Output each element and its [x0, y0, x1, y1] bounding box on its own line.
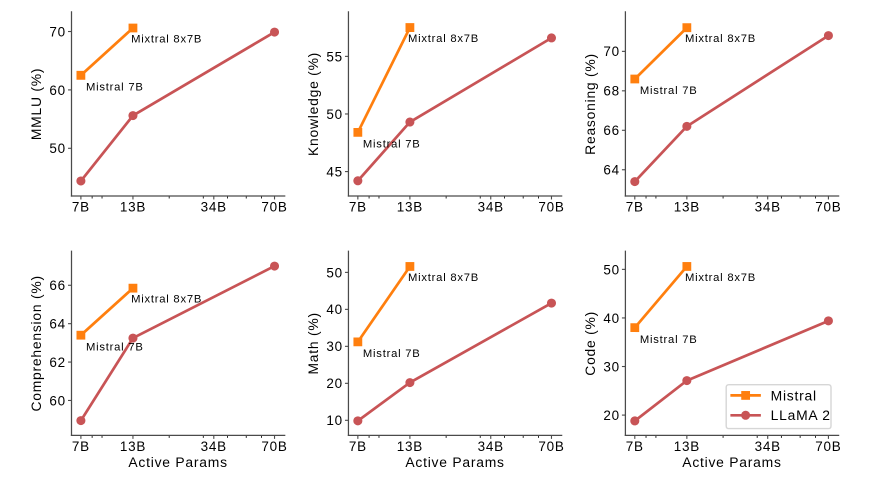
svg-text:34B: 34B	[201, 199, 227, 214]
svg-text:Mistral 7B: Mistral 7B	[363, 348, 421, 360]
svg-text:70B: 70B	[815, 439, 841, 454]
svg-text:34B: 34B	[755, 199, 781, 214]
svg-text:Active Params: Active Params	[405, 454, 504, 470]
svg-text:7B: 7B	[72, 439, 90, 454]
svg-text:30: 30	[603, 359, 620, 374]
svg-text:34B: 34B	[755, 439, 781, 454]
svg-text:70: 70	[49, 24, 66, 39]
svg-text:55: 55	[326, 49, 343, 64]
svg-text:13B: 13B	[120, 199, 146, 214]
svg-text:50: 50	[49, 141, 66, 156]
svg-text:50: 50	[603, 262, 620, 277]
svg-text:Mixtral 8x7B: Mixtral 8x7B	[685, 272, 756, 284]
svg-text:Knowledge (%): Knowledge (%)	[305, 52, 321, 156]
svg-text:34B: 34B	[478, 199, 504, 214]
svg-text:Mixtral 8x7B: Mixtral 8x7B	[408, 33, 479, 45]
svg-text:Mixtral 8x7B: Mixtral 8x7B	[131, 33, 202, 45]
svg-text:64: 64	[603, 163, 620, 178]
svg-text:Active Params: Active Params	[128, 454, 227, 470]
svg-text:7B: 7B	[72, 199, 90, 214]
svg-text:70B: 70B	[261, 199, 287, 214]
svg-text:Mistral 7B: Mistral 7B	[640, 85, 698, 97]
svg-text:40: 40	[603, 311, 620, 326]
svg-text:45: 45	[326, 164, 343, 179]
svg-text:7B: 7B	[626, 439, 644, 454]
svg-text:70B: 70B	[261, 439, 287, 454]
svg-text:30: 30	[326, 339, 343, 354]
svg-text:Mixtral 8x7B: Mixtral 8x7B	[131, 294, 202, 306]
svg-text:Mistral: Mistral	[771, 387, 817, 403]
svg-text:20: 20	[603, 408, 620, 423]
svg-text:70B: 70B	[815, 199, 841, 214]
svg-text:Reasoning (%): Reasoning (%)	[582, 53, 598, 155]
svg-text:13B: 13B	[674, 439, 700, 454]
svg-text:13B: 13B	[397, 199, 423, 214]
svg-text:70B: 70B	[538, 439, 564, 454]
svg-text:13B: 13B	[674, 199, 700, 214]
svg-text:40: 40	[326, 302, 343, 317]
svg-text:Mixtral 8x7B: Mixtral 8x7B	[408, 272, 479, 284]
svg-text:70: 70	[603, 44, 620, 59]
svg-text:60: 60	[49, 83, 66, 98]
svg-text:Math (%): Math (%)	[305, 312, 321, 374]
svg-text:Mistral 7B: Mistral 7B	[640, 334, 698, 346]
svg-text:7B: 7B	[626, 199, 644, 214]
svg-text:Comprehension (%): Comprehension (%)	[28, 275, 44, 411]
svg-text:68: 68	[603, 84, 620, 99]
svg-text:50: 50	[326, 265, 343, 280]
svg-text:Active Params: Active Params	[682, 454, 781, 470]
svg-text:66: 66	[603, 123, 620, 138]
svg-text:70B: 70B	[538, 199, 564, 214]
svg-text:62: 62	[49, 355, 66, 370]
svg-text:10: 10	[326, 413, 343, 428]
svg-text:LLaMA 2: LLaMA 2	[771, 407, 831, 423]
svg-text:13B: 13B	[120, 439, 146, 454]
svg-text:MMLU (%): MMLU (%)	[28, 68, 44, 140]
svg-text:66: 66	[49, 278, 66, 293]
svg-text:Mistral 7B: Mistral 7B	[86, 81, 144, 93]
svg-text:Code (%): Code (%)	[582, 311, 598, 376]
svg-text:20: 20	[326, 376, 343, 391]
svg-text:34B: 34B	[478, 439, 504, 454]
svg-text:7B: 7B	[349, 199, 367, 214]
svg-text:Mistral 7B: Mistral 7B	[363, 139, 421, 151]
svg-text:7B: 7B	[349, 439, 367, 454]
svg-text:34B: 34B	[201, 439, 227, 454]
svg-text:Mixtral 8x7B: Mixtral 8x7B	[685, 33, 756, 45]
svg-text:50: 50	[326, 107, 343, 122]
svg-text:60: 60	[49, 393, 66, 408]
svg-text:13B: 13B	[397, 439, 423, 454]
svg-text:64: 64	[49, 317, 66, 332]
svg-text:Mistral 7B: Mistral 7B	[86, 341, 144, 353]
